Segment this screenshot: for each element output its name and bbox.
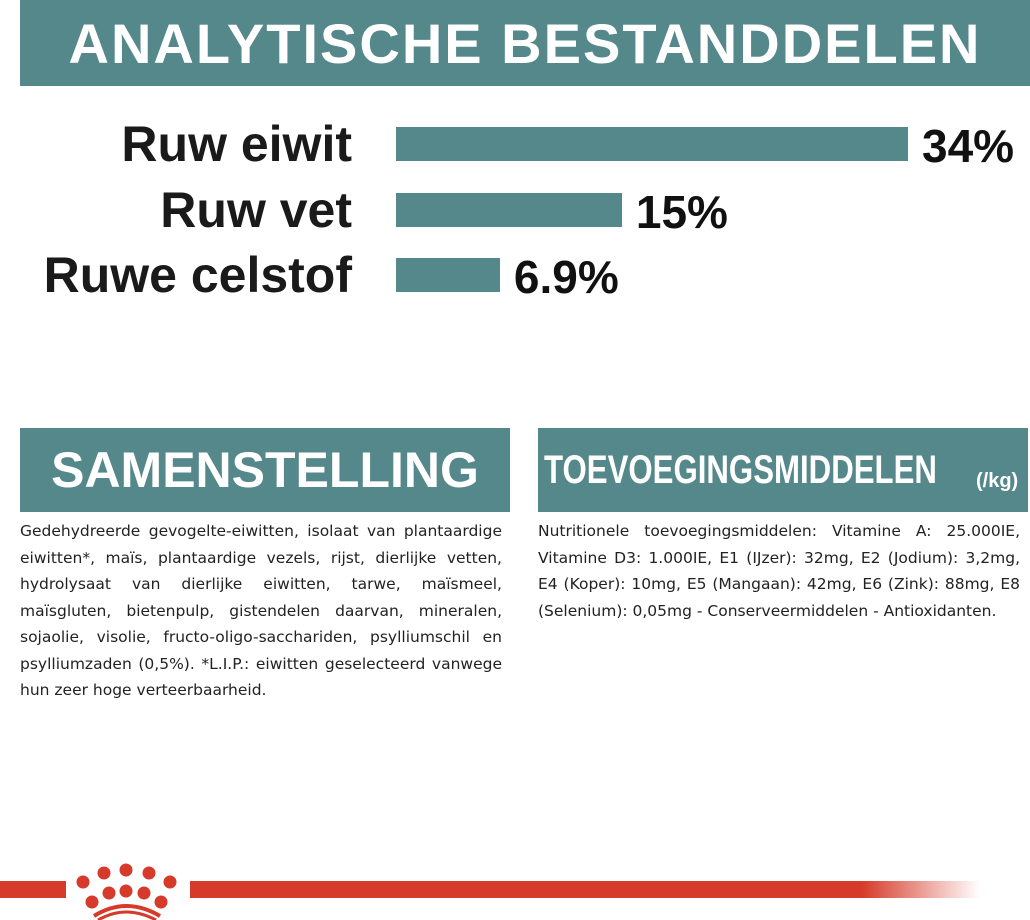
samenstelling-title: SAMENSTELLING — [51, 442, 479, 498]
toevoegingsmiddelen-title: TOEVOEGINGSMIDDELEN — [544, 447, 937, 492]
bar — [396, 127, 908, 161]
value-label: 34% — [922, 120, 1015, 172]
bar — [396, 258, 500, 292]
samenstelling-header: SAMENSTELLING — [20, 428, 510, 512]
section-title: ANALYTISCHE BESTANDDELEN — [68, 11, 982, 75]
bar — [396, 193, 622, 227]
toevoegingsmiddelen-header: TOEVOEGINGSMIDDELEN (/kg) — [538, 428, 1028, 512]
value-label: 6.9% — [513, 251, 619, 303]
brand-line-left — [0, 881, 66, 898]
toevoegingsmiddelen-text: Nutritionele toevoegingsmiddelen: Vitami… — [538, 522, 1020, 620]
category-label: Ruw eiwit — [121, 116, 352, 172]
royal-canin-crown-icon — [76, 863, 177, 920]
category-label: Ruwe celstof — [43, 247, 352, 303]
unit-label: (/kg) — [976, 470, 1019, 492]
section-header-analytische: ANALYTISCHE BESTANDDELEN — [20, 0, 1030, 86]
samenstelling-text: Gedehydreerde gevogelte-eiwitten, isolaa… — [20, 522, 502, 699]
value-label: 15% — [635, 186, 728, 238]
category-label: Ruw vet — [160, 182, 352, 238]
brand-line-right — [190, 881, 980, 898]
